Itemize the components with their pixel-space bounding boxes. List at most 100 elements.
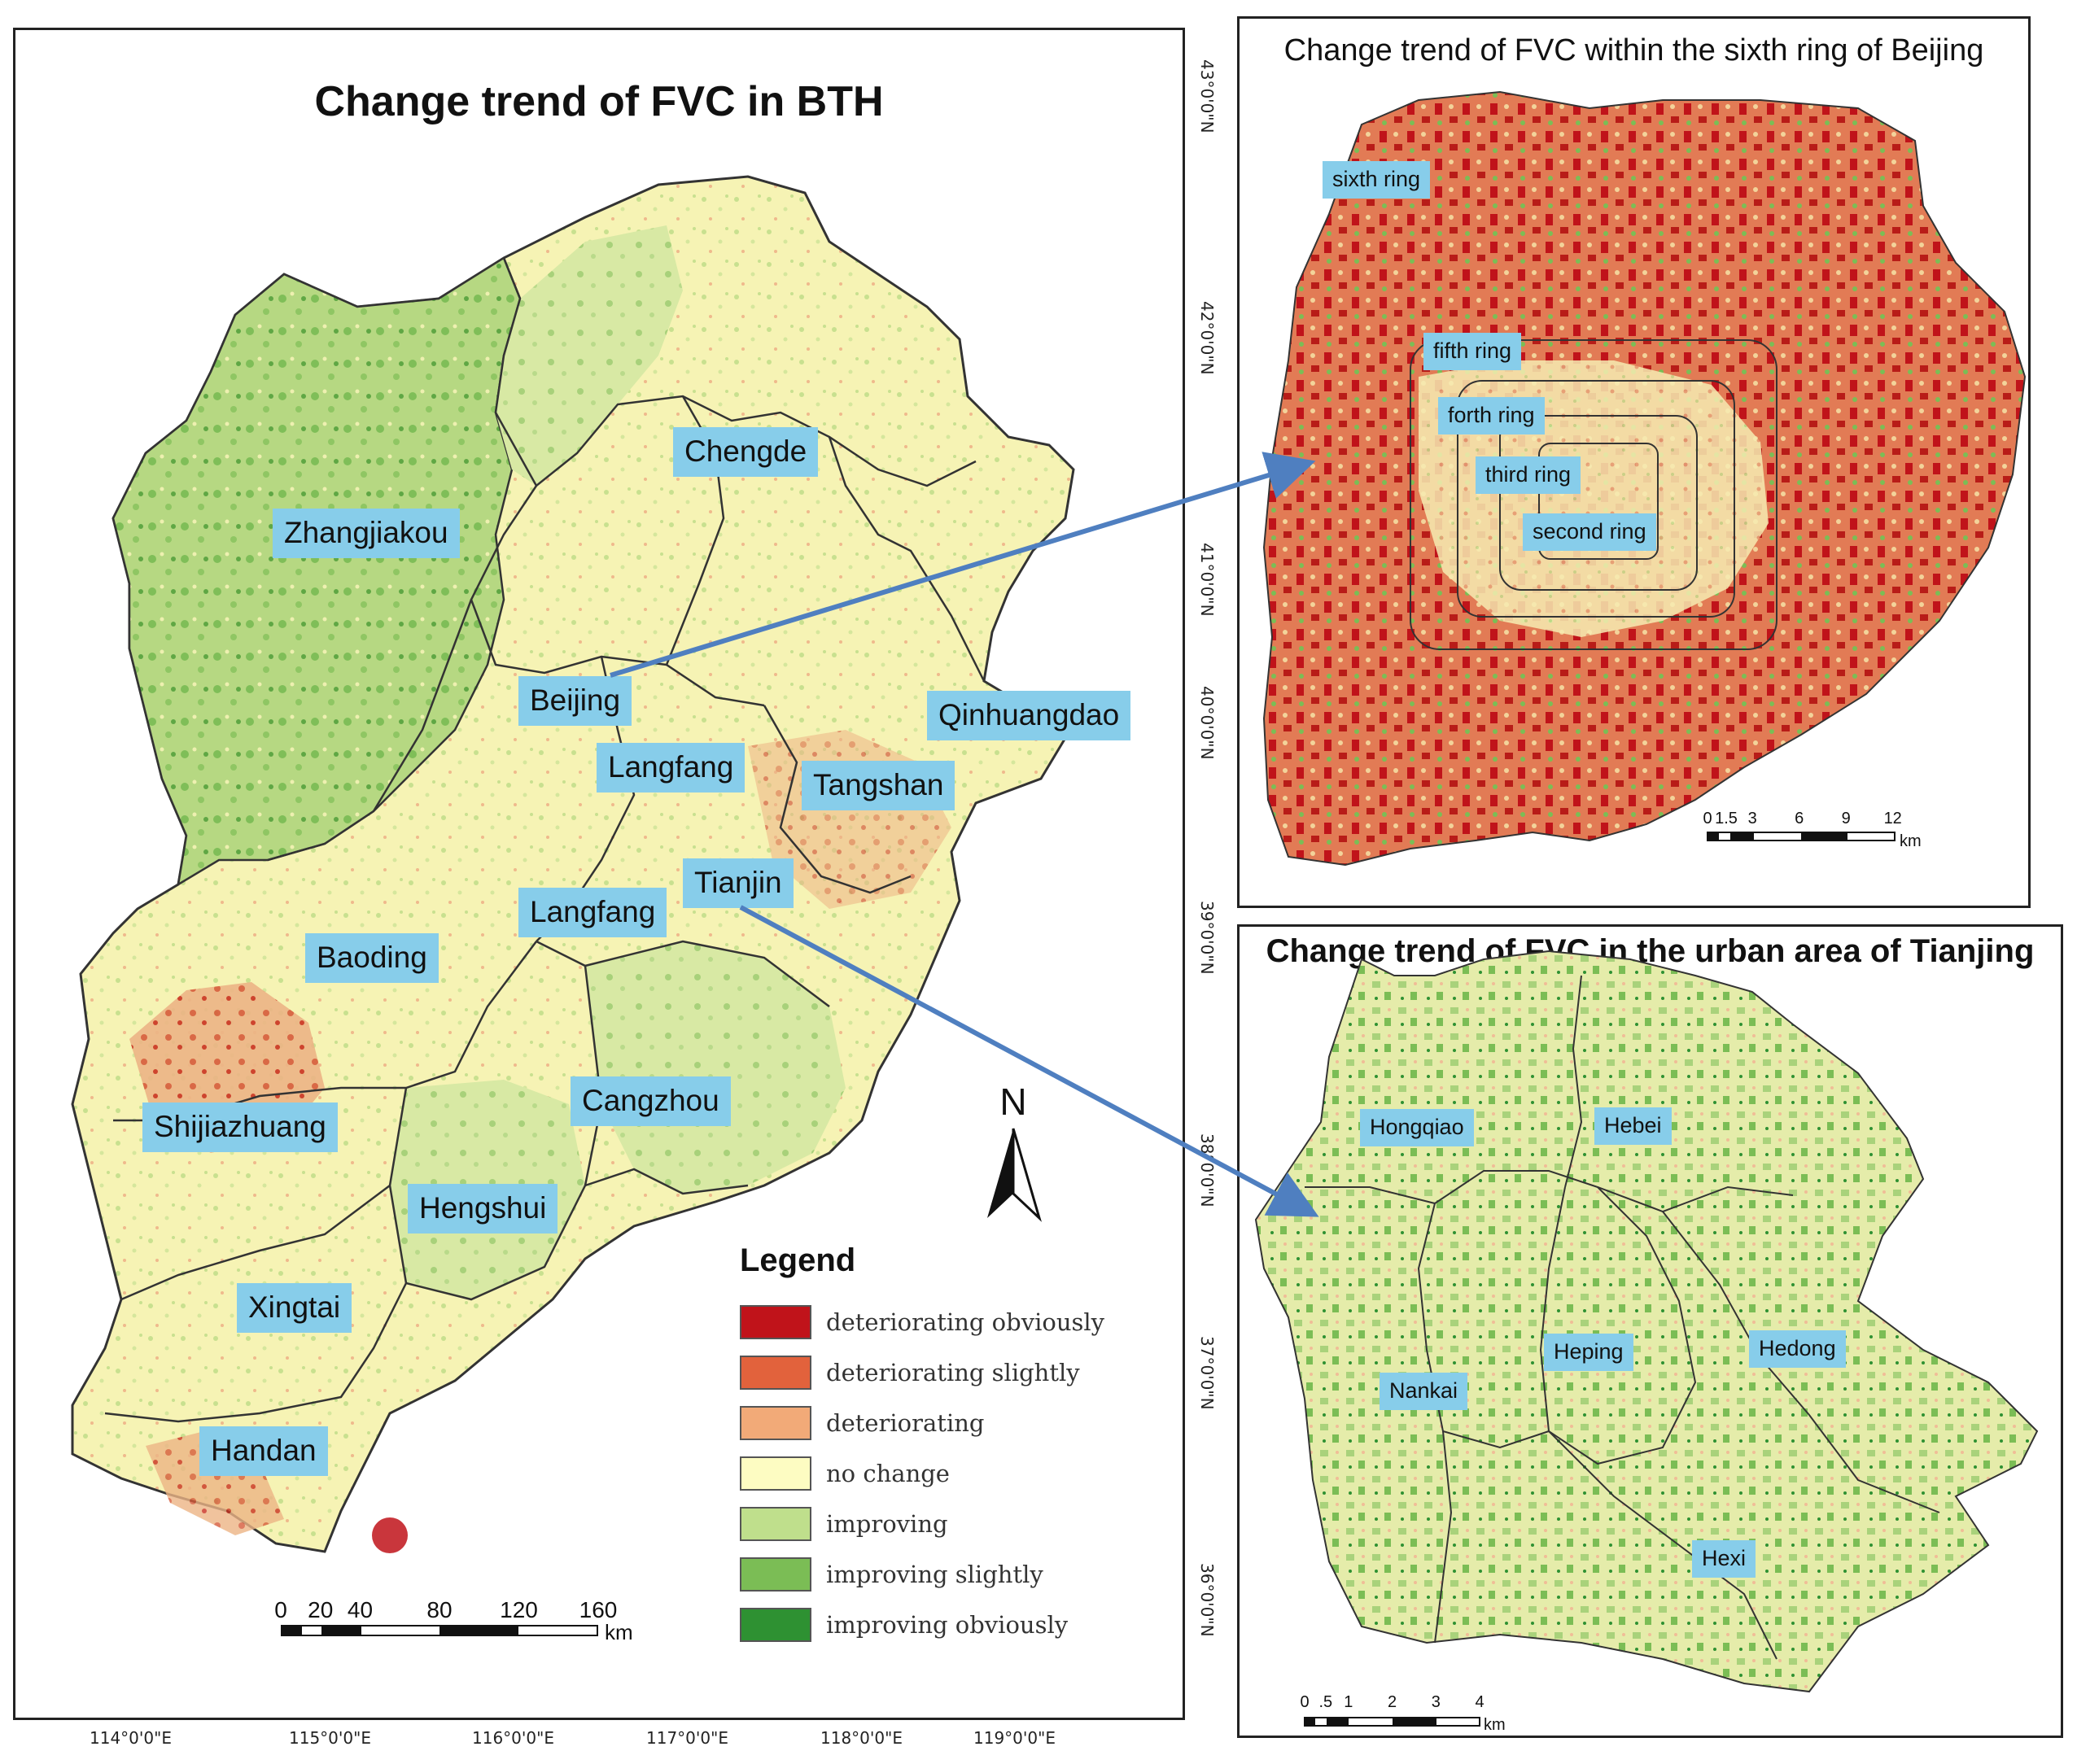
ring-label: sixth ring (1323, 161, 1431, 199)
scale-tick: 9 (1841, 810, 1851, 827)
longitude-label: 117°0'0"E (646, 1728, 728, 1748)
scale-unit: km (605, 1620, 633, 1644)
ring-label: fifth ring (1423, 333, 1522, 370)
scale-tick: 0 (1300, 1693, 1310, 1711)
district-label: Hexi (1692, 1540, 1756, 1578)
scale-bar: 0 20 40 80 120 160 km (274, 1597, 632, 1644)
latitude-label: 41°0'0"N (1197, 543, 1217, 617)
scale-tick: 1.5 (1715, 810, 1738, 827)
tianjin-inset-graphic (1254, 950, 2039, 1727)
district-label: Hebei (1594, 1107, 1672, 1145)
city-label-cangzhou: Cangzhou (571, 1076, 731, 1126)
latitude-label: 43°0'0"N (1197, 59, 1217, 133)
tianjin-urban-area (1254, 950, 2039, 1693)
legend-swatch (740, 1356, 811, 1390)
beijing-scale-bar: 0 1.5 3 6 9 12 km (1703, 810, 1921, 865)
legend-label: deteriorating (826, 1409, 985, 1437)
bth-map-panel: Change trend of FVC in BTH (13, 28, 1217, 1720)
city-label-baoding: Baoding (305, 933, 439, 983)
scale-tick: 1 (1344, 1693, 1353, 1711)
ring-roads (1410, 339, 1777, 650)
scale-ticks: 0 .5 1 2 3 4 (1300, 1693, 1484, 1713)
scale-tick: 160 (579, 1597, 618, 1622)
legend-label: deteriorating obviously (826, 1308, 1105, 1336)
legend-title: Legend (740, 1242, 856, 1278)
legend-item: improving (740, 1499, 1179, 1549)
latitude-label: 38°0'0"N (1197, 1133, 1217, 1207)
longitude-label: 114°0'0"E (90, 1728, 172, 1748)
scale-tick: 40 (347, 1597, 374, 1622)
legend-label: improving (826, 1510, 948, 1538)
city-label-beijing: Beijing (518, 676, 632, 726)
city-label-langfang-south: Langfang (518, 888, 667, 937)
legend-swatch (740, 1557, 811, 1592)
tianjin-inset-title: Change trend of FVC in the urban area of… (1266, 933, 2035, 969)
latitude-label: 36°0'0"N (1197, 1563, 1217, 1637)
district-label: Hongqiao (1360, 1109, 1474, 1146)
north-arrow: N (981, 1080, 1046, 1226)
legend-item: improving obviously (740, 1600, 1179, 1650)
bth-map-title: Change trend of FVC in BTH (314, 78, 884, 125)
latitude-label: 37°0'0"N (1197, 1336, 1217, 1410)
beijing-inset-graphic (1262, 90, 2027, 867)
tianjin-scale-bar: 0 .5 1 2 3 4 km (1300, 1693, 1505, 1750)
ring-label: third ring (1476, 456, 1581, 494)
legend-label: improving obviously (826, 1611, 1069, 1639)
district-boundaries (1305, 975, 1940, 1660)
scale-unit: km (1484, 1716, 1506, 1734)
north-arrow-icon (987, 1128, 1042, 1222)
scale-tick: .5 (1318, 1693, 1333, 1711)
scale-tick: 120 (500, 1597, 538, 1622)
latitude-label: 42°0'0"N (1197, 301, 1217, 375)
longitude-label: 119°0'0"E (973, 1728, 1056, 1748)
city-label-tianjin: Tianjin (683, 858, 794, 908)
legend-item: deteriorating (740, 1398, 1179, 1448)
city-label-langfang-north: Langfang (597, 743, 746, 792)
scale-tick: 4 (1475, 1693, 1485, 1711)
legend-label: deteriorating slightly (826, 1359, 1080, 1386)
ring-label: second ring (1523, 513, 1656, 551)
tianjin-scale-bar-graphic (1304, 1717, 1480, 1727)
city-label-qinhuangdao: Qinhuangdao (927, 691, 1131, 740)
scale-tick: 12 (1883, 810, 1902, 827)
legend-item: no change (740, 1448, 1179, 1499)
latitude-label: 40°0'0"N (1197, 686, 1217, 760)
legend-swatch (740, 1305, 811, 1339)
scale-unit: km (1900, 832, 1922, 850)
legend-label: no change (826, 1460, 950, 1487)
beijing-inset-title: Change trend of FVC within the sixth rin… (1283, 33, 1984, 68)
legend-item: deteriorating obviously (740, 1297, 1179, 1347)
handan-hotspot (372, 1517, 408, 1553)
scale-tick: 80 (426, 1597, 453, 1622)
scale-tick: 3 (1747, 810, 1757, 827)
longitude-label: 118°0'0"E (820, 1728, 903, 1748)
scale-tick: 0 (274, 1597, 287, 1622)
beijing-scale-bar-graphic (1707, 832, 1896, 841)
scale-tick: 20 (308, 1597, 334, 1622)
city-label-hengshui: Hengshui (408, 1184, 558, 1233)
city-label-chengde: Chengde (673, 427, 819, 477)
legend-label: improving slightly (826, 1561, 1043, 1588)
legend-item: improving slightly (740, 1549, 1179, 1600)
city-label-handan: Handan (199, 1426, 328, 1476)
scale-tick: 6 (1795, 810, 1804, 827)
legend-item: deteriorating slightly (740, 1347, 1179, 1398)
district-label: Nankai (1380, 1373, 1468, 1410)
tianjin-inset-panel: Change trend of FVC in the urban area of… (1237, 924, 2063, 1738)
district-label: Heping (1544, 1334, 1633, 1371)
city-label-shijiazhuang: Shijiazhuang (142, 1102, 338, 1152)
city-label-tangshan: Tangshan (802, 761, 955, 810)
city-label-xingtai: Xingtai (237, 1283, 352, 1333)
scale-ticks: 0 1.5 3 6 9 12 (1703, 810, 1901, 829)
legend: Legend deteriorating obviously deteriora… (740, 1242, 1179, 1650)
ring-label: forth ring (1438, 397, 1545, 434)
legend-swatch (740, 1456, 811, 1491)
scale-bar-graphic (281, 1625, 598, 1636)
legend-swatch (740, 1507, 811, 1541)
legend-swatch (740, 1608, 811, 1642)
scale-ticks: 0 20 40 80 120 160 (274, 1597, 617, 1622)
scale-tick: 2 (1387, 1693, 1397, 1711)
city-label-zhangjiakou: Zhangjiakou (273, 509, 460, 558)
longitude-label: 115°0'0"E (289, 1728, 371, 1748)
